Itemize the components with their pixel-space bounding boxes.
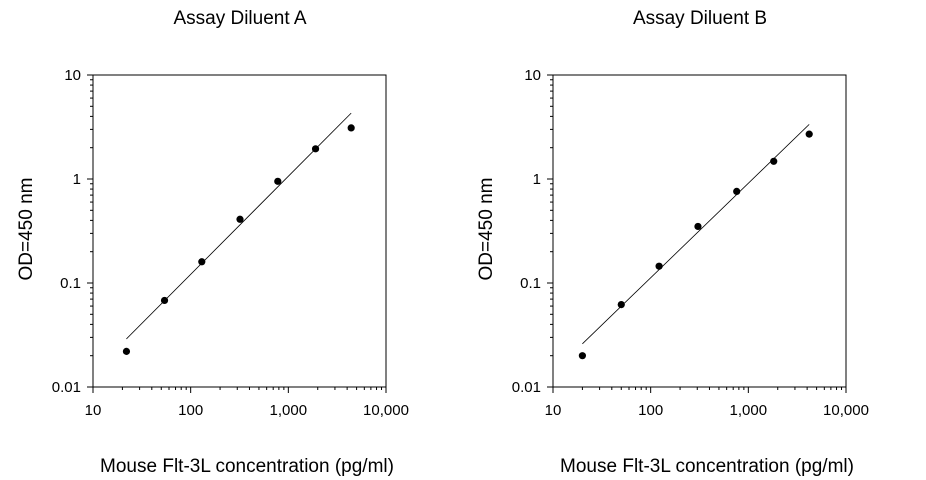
- x-tick-label: 10,000: [823, 402, 869, 419]
- data-point: [236, 215, 244, 223]
- y-tick-label: 10: [64, 67, 81, 84]
- y-axis-label: OD=450 nm: [476, 178, 497, 281]
- data-point: [311, 145, 320, 153]
- plot-frame: [92, 74, 387, 388]
- x-tick-label: 1,000: [730, 402, 768, 419]
- data-point: [617, 300, 625, 309]
- data-point: [805, 130, 813, 138]
- data-point: [655, 262, 663, 270]
- y-tick-label: 1: [73, 171, 81, 188]
- data-point: [694, 222, 702, 231]
- fit-line: [582, 124, 810, 345]
- y-axis-label: OD=450 nm: [16, 178, 37, 281]
- y-tick-label: 10: [524, 67, 541, 84]
- x-tick-label: 10: [545, 402, 562, 419]
- chart-title: Assay Diluent A: [173, 8, 306, 29]
- x-axis-label: Mouse Flt-3L concentration (pg/ml): [100, 456, 394, 477]
- x-axis-label: Mouse Flt-3L concentration (pg/ml): [560, 456, 854, 477]
- data-point: [733, 187, 741, 195]
- x-tick-label: 100: [178, 402, 203, 419]
- chart-panel-b: Assay Diluent B OD=450 nm Mouse Flt-3L c…: [476, 8, 869, 477]
- data-point: [578, 352, 587, 360]
- y-tick-label: 0.01: [512, 379, 541, 396]
- y-tick-label: 1: [533, 171, 541, 188]
- data-point: [198, 258, 206, 266]
- data-point: [160, 296, 169, 305]
- data-point: [274, 177, 282, 185]
- plot-frame: [552, 74, 847, 388]
- x-tick-label: 10: [85, 402, 102, 419]
- x-tick-label: 1,000: [270, 402, 308, 419]
- data-point: [122, 347, 131, 355]
- x-tick-label: 10,000: [363, 402, 409, 419]
- y-tick-label: 0.01: [52, 379, 81, 396]
- chart-panel-a: Assay Diluent A OD=450 nm Mouse Flt-3L c…: [16, 8, 409, 477]
- y-tick-label: 0.1: [60, 275, 81, 292]
- chart-title: Assay Diluent B: [633, 8, 767, 29]
- data-point: [347, 124, 355, 132]
- x-tick-label: 100: [638, 402, 663, 419]
- data-point: [770, 157, 778, 165]
- y-tick-label: 0.1: [520, 275, 541, 292]
